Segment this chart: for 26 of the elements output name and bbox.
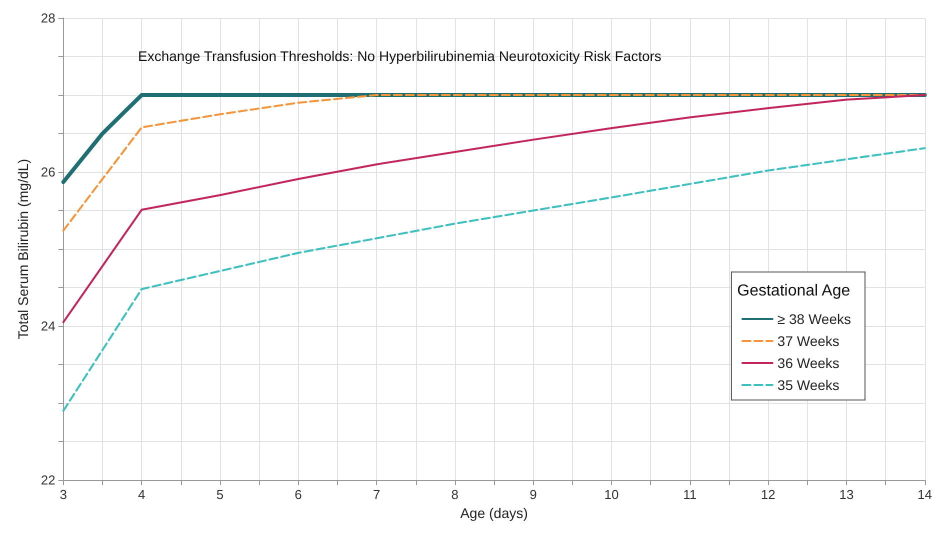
text: Exchange Transfusion Thresholds: No Hyperbilirubinemia Neurotoxicity Risk Factors — [138, 48, 662, 64]
x-tick-label: 12 — [760, 487, 776, 502]
x-axis-title: Age (days) — [460, 505, 528, 521]
x-tick-label: 14 — [918, 487, 932, 502]
y-tick-label: 24 — [40, 318, 56, 334]
x-tick-label: 8 — [451, 487, 459, 502]
x-tick-label: 9 — [530, 487, 537, 502]
line-series — [62, 94, 926, 324]
x-tick-label: 7 — [372, 487, 380, 502]
x-tick-label: 13 — [839, 487, 854, 502]
x-tick-label: 6 — [294, 487, 302, 502]
legend-label: 37 Weeks — [777, 333, 840, 349]
x-tick-label: 5 — [216, 487, 224, 502]
x-tick-label: 4 — [138, 487, 146, 502]
y-tick-label: 26 — [40, 164, 56, 180]
y-axis-title: Total Serum Bilirubin (mg/dL) — [15, 158, 31, 340]
x-tick-label: 10 — [604, 487, 619, 502]
legend-title: Gestational Age — [737, 282, 850, 300]
legend-label: ≥ 38 Weeks — [777, 311, 852, 327]
line-series — [62, 147, 926, 412]
x-tick-label: 11 — [683, 487, 697, 502]
legend-label: 35 Weeks — [777, 377, 840, 393]
x-tick-label: 3 — [60, 487, 67, 502]
legend-label: 36 Weeks — [777, 355, 840, 371]
y-tick-label: 22 — [40, 472, 56, 488]
y-tick-label: 28 — [40, 10, 56, 26]
